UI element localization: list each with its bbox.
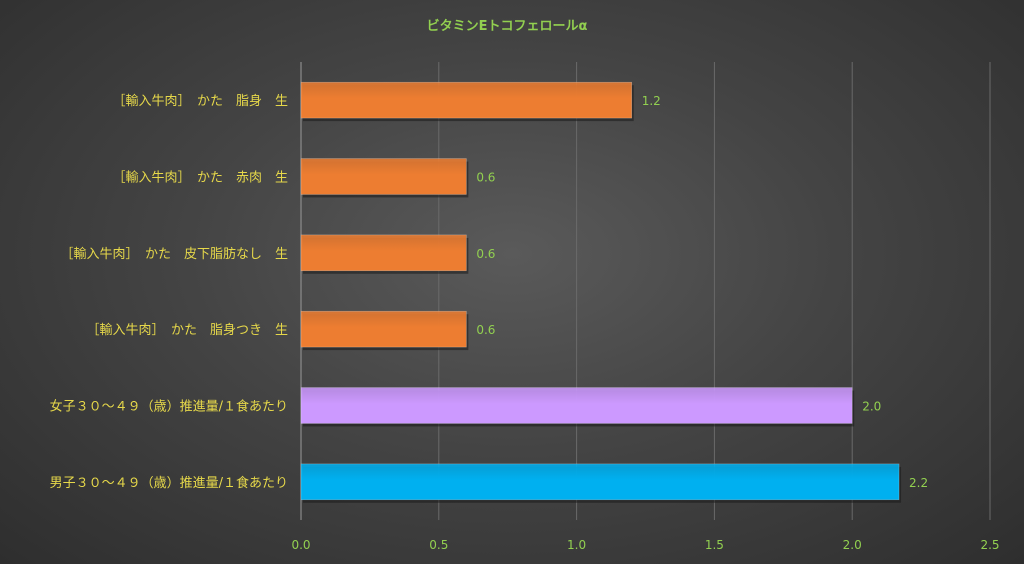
category-label: ［輸入牛肉］ かた 赤肉 生 [112, 171, 288, 186]
bar [300, 387, 853, 424]
bar [300, 463, 900, 501]
x-tick-label: 1.5 [705, 538, 724, 552]
x-tick-label: 1.0 [567, 538, 586, 552]
category-label: 男子３０～４９（歳）推進量/１食あたり [50, 475, 288, 491]
category-label: 女子３０～４９（歳）推進量/１食あたり [50, 399, 288, 415]
category-label: ［輸入牛肉］ かた 皮下脂肪なし 生 [60, 246, 288, 262]
bar [300, 158, 467, 195]
data-label: 0.6 [476, 171, 495, 185]
gridlines [300, 62, 991, 520]
labels: 0.0 0.5 1.0 1.5 2.0 2.5 ［輸入牛肉］ かた 脂身 生 1.2 ［輸入牛肉… [50, 93, 1000, 552]
bars [300, 81, 902, 503]
bar [300, 310, 467, 348]
category-label: ［輸入牛肉］ かた 脂身つき 生 [86, 322, 288, 338]
chart-title: ビタミンEトコフェロールα [427, 18, 588, 34]
bar [300, 81, 633, 119]
bar [300, 234, 467, 272]
data-label: 2.2 [909, 476, 928, 490]
data-label: 2.0 [862, 400, 881, 414]
x-tick-label: 2.5 [980, 538, 999, 552]
x-tick-label: 0.0 [291, 538, 310, 552]
x-tick-label: 2.0 [843, 538, 862, 552]
x-tick-label: 0.5 [429, 538, 448, 552]
data-label: 0.6 [476, 323, 495, 337]
data-label: 1.2 [642, 94, 661, 108]
data-label: 0.6 [476, 247, 495, 261]
category-label: ［輸入牛肉］ かた 脂身 生 [112, 93, 288, 109]
